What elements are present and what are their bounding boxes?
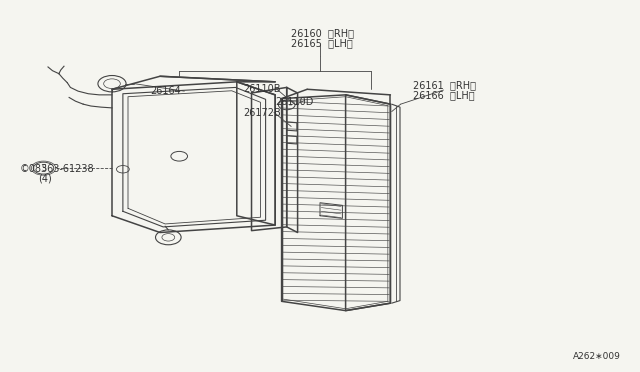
Text: 26110D: 26110D <box>275 97 314 107</box>
Text: 26166  〈LH〉: 26166 〈LH〉 <box>413 90 474 100</box>
Text: (4): (4) <box>38 174 52 183</box>
Text: ©08363-61238: ©08363-61238 <box>19 164 94 174</box>
Text: 26110B: 26110B <box>243 84 281 94</box>
Text: 26164: 26164 <box>150 86 181 96</box>
Text: 26172B: 26172B <box>243 109 281 118</box>
Text: A262∗009: A262∗009 <box>573 352 621 361</box>
Text: 26161  〈RH〉: 26161 〈RH〉 <box>413 81 476 90</box>
Text: 26160  〈RH〉: 26160 〈RH〉 <box>291 29 354 38</box>
Text: 26165  〈LH〉: 26165 〈LH〉 <box>291 38 353 48</box>
Text: S: S <box>41 164 46 173</box>
